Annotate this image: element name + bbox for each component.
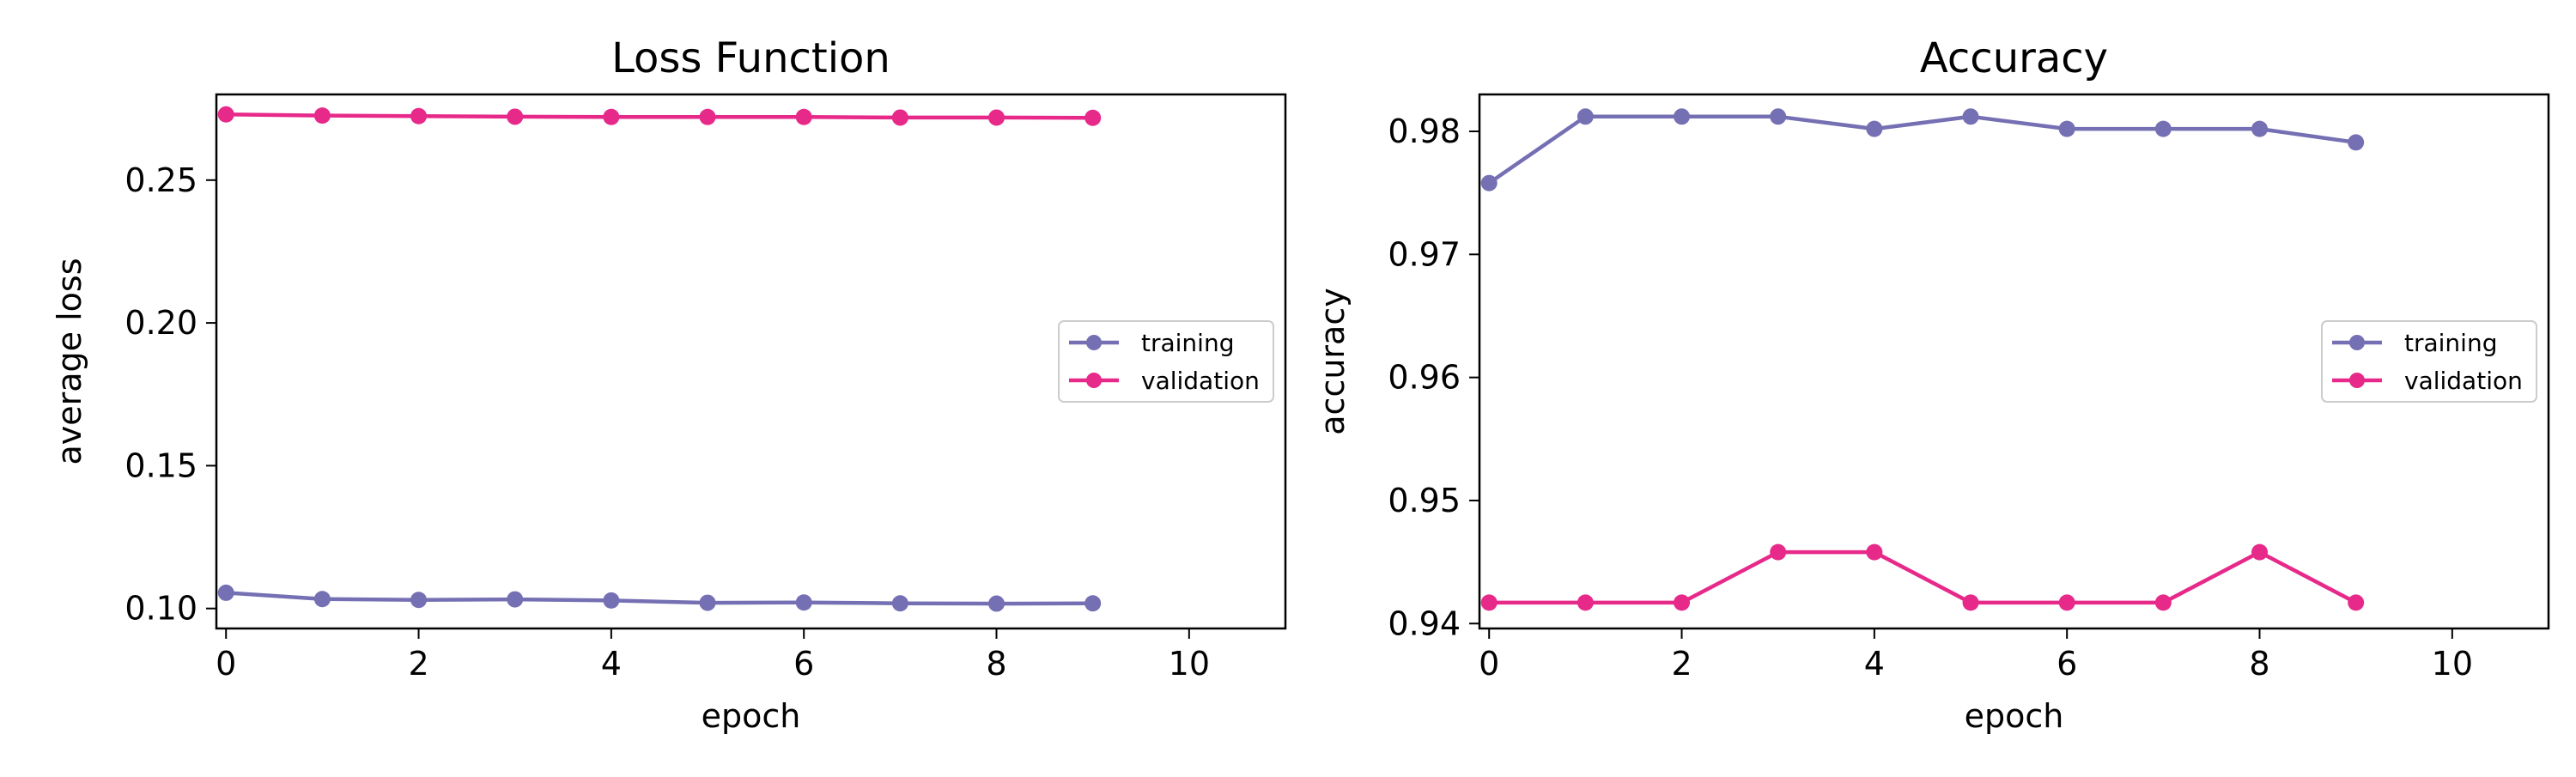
loss-training-point: [507, 591, 524, 608]
loss-legend-training-marker: [1086, 335, 1102, 350]
accuracy-validation-point: [2348, 594, 2365, 611]
accuracy-y-tick-label: 0.94: [1388, 604, 1461, 642]
loss-training-point: [988, 595, 1005, 612]
loss-training-point: [313, 591, 331, 608]
accuracy-training-point: [1962, 108, 1979, 125]
accuracy-training-line: [1487, 114, 2357, 185]
loss-y-axis-label: average loss: [51, 258, 88, 464]
loss-legend-validation-label: validation: [1141, 367, 1260, 395]
accuracy-x-tick-label: 4: [1864, 645, 1885, 683]
loss-training-line: [226, 591, 1093, 606]
accuracy-x-tick-label: 6: [2057, 645, 2077, 683]
loss-y-tick-label: 0.10: [125, 590, 197, 628]
loss-validation-point: [699, 108, 716, 125]
accuracy-validation-point: [1674, 594, 1691, 611]
loss-x-tick-label: 4: [601, 645, 622, 683]
accuracy-validation-point: [1770, 543, 1787, 561]
loss-training-point: [891, 595, 908, 612]
loss-validation-point: [988, 109, 1005, 126]
accuracy-training-point: [1770, 108, 1787, 125]
accuracy-plot-frame: [1478, 93, 2550, 630]
loss-x-tick-label: 8: [986, 645, 1006, 683]
accuracy-validation-point: [1577, 594, 1594, 611]
accuracy-chart-title: Accuracy: [1920, 34, 2108, 82]
loss-x-axis-label: epoch: [702, 697, 801, 735]
loss-x-tick-label: 2: [408, 645, 428, 683]
loss-x-tick-label: 0: [216, 645, 236, 683]
loss-x-tick-label: 10: [1169, 645, 1210, 683]
accuracy-validation-point: [1866, 543, 1883, 561]
accuracy-training-point: [2348, 134, 2365, 151]
accuracy-legend-validation-marker: [2349, 373, 2365, 388]
loss-validation-line: [226, 112, 1093, 120]
accuracy-legend-training-label: training: [2404, 329, 2497, 357]
loss-y-tick-label: 0.20: [125, 304, 197, 342]
loss-chart-title: Loss Function: [611, 34, 890, 82]
loss-training-point: [410, 592, 428, 609]
loss-legend-training-label: training: [1141, 329, 1234, 357]
loss-validation-point: [313, 107, 331, 124]
loss-training-point: [217, 584, 234, 601]
loss-y-tick-label: 0.25: [125, 161, 197, 199]
accuracy-y-tick-label: 0.95: [1388, 482, 1461, 519]
accuracy-y-tick-label: 0.98: [1388, 112, 1461, 150]
loss-validation-point: [507, 108, 524, 125]
loss-training-point: [1084, 595, 1102, 612]
accuracy-y-tick-label: 0.97: [1388, 235, 1461, 273]
accuracy-validation-point: [1480, 594, 1498, 611]
accuracy-validation-point: [1962, 594, 1979, 611]
accuracy-plot-area: [1480, 108, 2365, 611]
accuracy-training-point: [1577, 108, 1594, 125]
accuracy-validation-point: [2154, 594, 2172, 611]
accuracy-validation-point: [2058, 594, 2075, 611]
loss-plot-frame: [215, 93, 1287, 630]
loss-plot-area: [217, 106, 1102, 612]
accuracy-legend-training-marker: [2349, 335, 2365, 350]
accuracy-training-point: [1866, 120, 1883, 137]
accuracy-training-point: [1674, 108, 1691, 125]
accuracy-x-tick-label: 0: [1479, 645, 1499, 683]
loss-validation-point: [410, 107, 428, 124]
accuracy-x-tick-label: 10: [2432, 645, 2473, 683]
accuracy-training-point: [2154, 120, 2172, 137]
loss-training-point: [603, 592, 620, 609]
accuracy-validation-line: [1489, 549, 2357, 605]
loss-y-tick-label: 0.15: [125, 446, 197, 484]
loss-training-point: [795, 594, 812, 611]
loss-validation-point: [217, 106, 234, 123]
accuracy-y-tick-label: 0.96: [1388, 359, 1461, 397]
accuracy-legend-validation-label: validation: [2404, 367, 2523, 395]
loss-x-tick-label: 6: [793, 645, 814, 683]
accuracy-training-point: [1480, 174, 1498, 191]
loss-legend-validation-marker: [1086, 373, 1102, 388]
accuracy-x-tick-label: 2: [1671, 645, 1692, 683]
loss-training-point: [699, 594, 716, 611]
accuracy-validation-point: [2251, 543, 2269, 561]
accuracy-training-point: [2251, 120, 2269, 137]
loss-validation-point: [795, 108, 812, 125]
accuracy-x-axis-label: epoch: [1965, 697, 2064, 735]
loss-validation-point: [891, 109, 908, 126]
loss-chart: Loss Function 0 2 4 6 8 10 0.10 0.15 0.20 0.25 epoc…: [51, 34, 1287, 735]
accuracy-x-tick-label: 8: [2249, 645, 2269, 683]
loss-validation-point: [603, 108, 620, 125]
loss-validation-point: [1084, 109, 1102, 126]
accuracy-training-point: [2058, 120, 2075, 137]
accuracy-y-axis-label: accuracy: [1314, 288, 1352, 434]
loss-legend: training validation: [1058, 320, 1274, 403]
accuracy-legend: training validation: [2321, 320, 2537, 403]
accuracy-chart: Accuracy 0 2 4 6 8 10 0.94 0.95 0.96 0.97 0.98 epoch…: [1314, 34, 2550, 735]
